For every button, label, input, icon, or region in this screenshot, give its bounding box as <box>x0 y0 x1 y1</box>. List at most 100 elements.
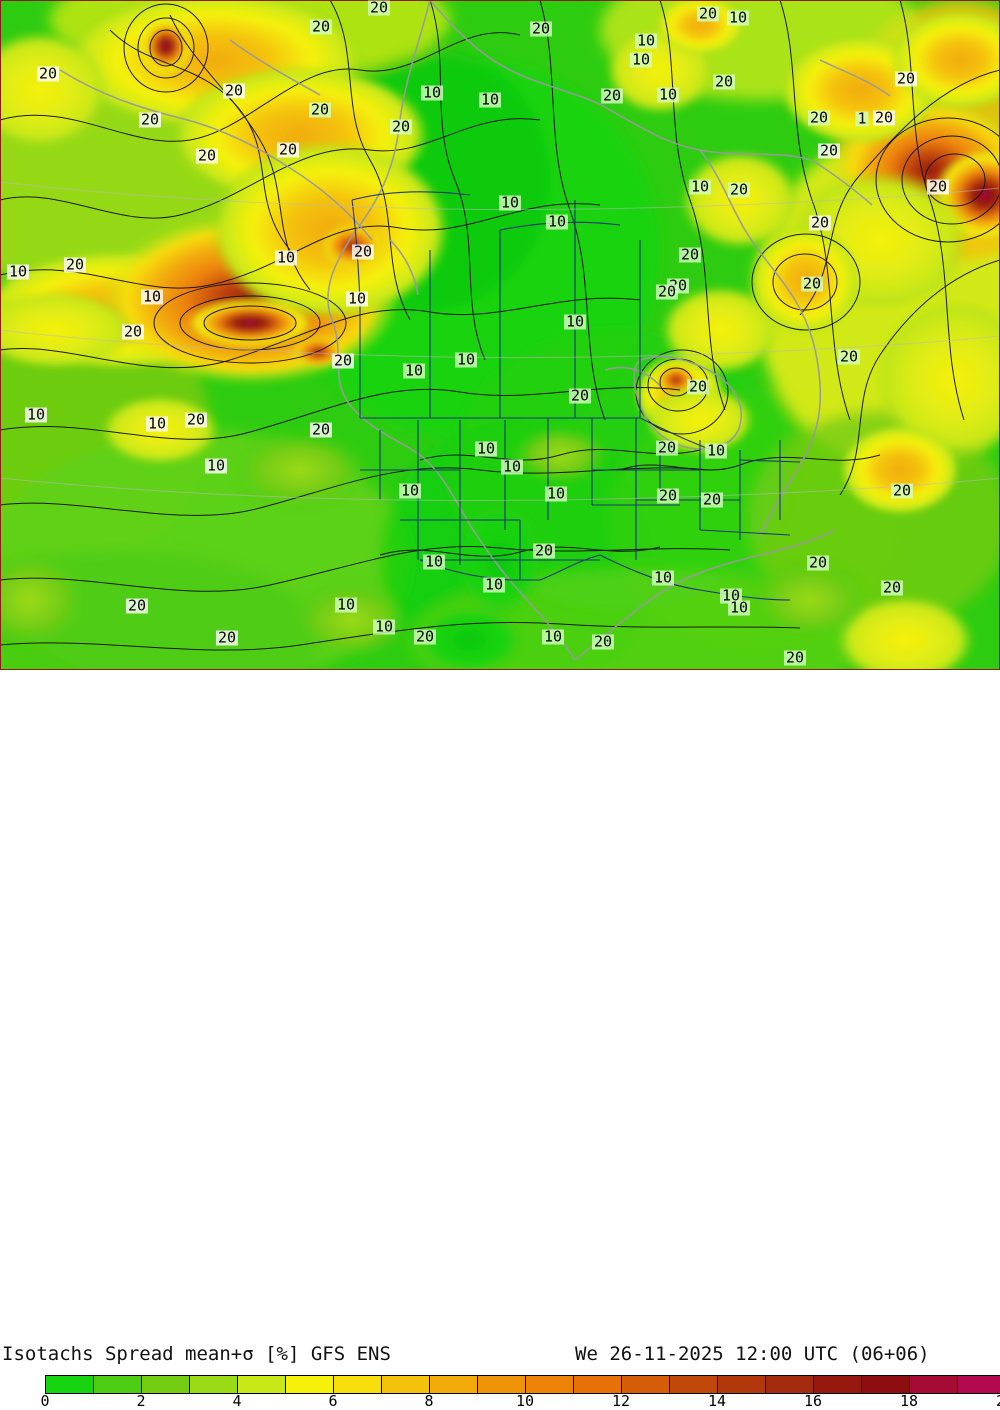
contour-label: 20 <box>276 140 300 159</box>
contour-label: 10 <box>478 90 502 109</box>
contour-label: 20 <box>807 108 831 127</box>
contour-label: 10 <box>24 405 48 424</box>
contour-label: 10 <box>651 568 675 587</box>
contour-label: 20 <box>783 648 807 667</box>
contour-label: 10 <box>398 481 422 500</box>
contour-label: 10 <box>145 414 169 433</box>
contour-label: 20 <box>808 213 832 232</box>
color-scale-segment <box>958 1376 1000 1393</box>
contour-lines <box>0 0 1000 651</box>
contour-label: 10 <box>545 212 569 231</box>
contour-label: 20 <box>36 64 60 83</box>
contour-label: 20 <box>222 81 246 100</box>
contour-label: 20 <box>389 117 413 136</box>
contour-label: 20 <box>138 110 162 129</box>
color-scale-segment <box>526 1376 574 1393</box>
contour-label: 10 <box>498 193 522 212</box>
color-scale-tick-label: 12 <box>611 1392 631 1410</box>
contour-label: 10 <box>563 312 587 331</box>
contour-label: 10 <box>727 598 751 617</box>
contour-label: 10 <box>719 586 743 605</box>
color-scale-tick-label: 18 <box>899 1392 919 1410</box>
contour-label: 10 <box>688 177 712 196</box>
coastlines <box>59 0 891 661</box>
footer-panel: Isotachs Spread mean+σ [%] GFS ENS We 26… <box>0 670 1000 1410</box>
contour-label: 10 <box>726 8 750 27</box>
contour-label: 20 <box>890 481 914 500</box>
contour-label: 10 <box>482 575 506 594</box>
contour-label: 20 <box>700 490 724 509</box>
contour-label: 20 <box>926 177 950 196</box>
contour-label: 10 <box>454 350 478 369</box>
contour-label: 20 <box>655 438 679 457</box>
map-panel[interactable]: 20 20 20 20 20 20 20 20 20 10 20 10 10 10 10 20 20 10 10 10… <box>0 0 1000 670</box>
color-scale-tick-label: 4 <box>232 1392 242 1410</box>
contour-label: 10 <box>140 287 164 306</box>
color-scale-segment <box>190 1376 238 1393</box>
color-scale-segment <box>238 1376 286 1393</box>
color-scale-tick-label: 16 <box>803 1392 823 1410</box>
contour-label: 10 <box>204 456 228 475</box>
color-scale-tick-label: 0 <box>40 1392 50 1410</box>
color-scale-segment <box>766 1376 814 1393</box>
color-scale-segment <box>814 1376 862 1393</box>
color-scale-tick-label: 2 <box>136 1392 146 1410</box>
contour-label: 20 <box>309 420 333 439</box>
color-scale-tick-label: 14 <box>707 1392 727 1410</box>
contour-label: 10 <box>420 83 444 102</box>
color-scale-tick-label: 8 <box>424 1392 434 1410</box>
color-scale-segment <box>574 1376 622 1393</box>
color-scale-segment <box>622 1376 670 1393</box>
contour-label: 20 <box>413 627 437 646</box>
contour-label: 20 <box>121 322 145 341</box>
contour-label: 20 <box>894 69 918 88</box>
color-scale-segment <box>910 1376 958 1393</box>
contour-label: 20 <box>184 410 208 429</box>
color-scale-tick-label: 6 <box>328 1392 338 1410</box>
contour-label: 20 <box>591 632 615 651</box>
contour-label: 20 <box>880 578 904 597</box>
contour-label: 20 <box>63 255 87 274</box>
color-scale-segment <box>718 1376 766 1393</box>
contour-label: 20 <box>712 72 736 91</box>
contour-label: 10 <box>500 457 524 476</box>
contour-label: 20 <box>195 146 219 165</box>
color-scale-segment <box>430 1376 478 1393</box>
contour-label: 20 <box>817 141 841 160</box>
contour-label: 20 <box>309 17 333 36</box>
contour-label: 20 <box>308 100 332 119</box>
contour-label: 20 <box>600 86 624 105</box>
color-scale-tick-label: 20 <box>996 1392 1000 1410</box>
color-scale-tick-label: 10 <box>515 1392 535 1410</box>
contour-label: 10 <box>544 484 568 503</box>
contour-label: 10 <box>6 262 30 281</box>
political-borders <box>351 191 801 601</box>
color-scale-segment <box>286 1376 334 1393</box>
color-scale-segment <box>46 1376 94 1393</box>
color-scale-segment <box>94 1376 142 1393</box>
contour-label: 20 <box>686 377 710 396</box>
color-scale-segment <box>478 1376 526 1393</box>
contour-label: 20 <box>529 19 553 38</box>
contour-label: 20 <box>806 553 830 572</box>
contour-label: 10 <box>474 439 498 458</box>
valid-time: We 26-11-2025 12:00 UTC (06+06) <box>575 1343 930 1365</box>
contour-label: 10 <box>704 441 728 460</box>
color-scale-segment <box>142 1376 190 1393</box>
contour-label: 20 <box>532 541 556 560</box>
contour-label: 20 <box>331 351 355 370</box>
contour-label: 20 <box>215 628 239 647</box>
contour-label: 20 <box>656 486 680 505</box>
contour-label: 10 <box>629 50 653 69</box>
contour-label: 10 <box>634 31 658 50</box>
contour-label: 10 <box>345 289 369 308</box>
contour-label: 20 <box>696 4 720 23</box>
field-hot-features <box>0 0 1000 670</box>
contour-label: 20 <box>568 386 592 405</box>
contour-label: 20 <box>872 108 896 127</box>
contour-label: 20 <box>837 347 861 366</box>
color-scale-segment <box>670 1376 718 1393</box>
contour-label: 10 <box>274 248 298 267</box>
contour-label: 20 <box>678 245 702 264</box>
color-scale-segment <box>382 1376 430 1393</box>
